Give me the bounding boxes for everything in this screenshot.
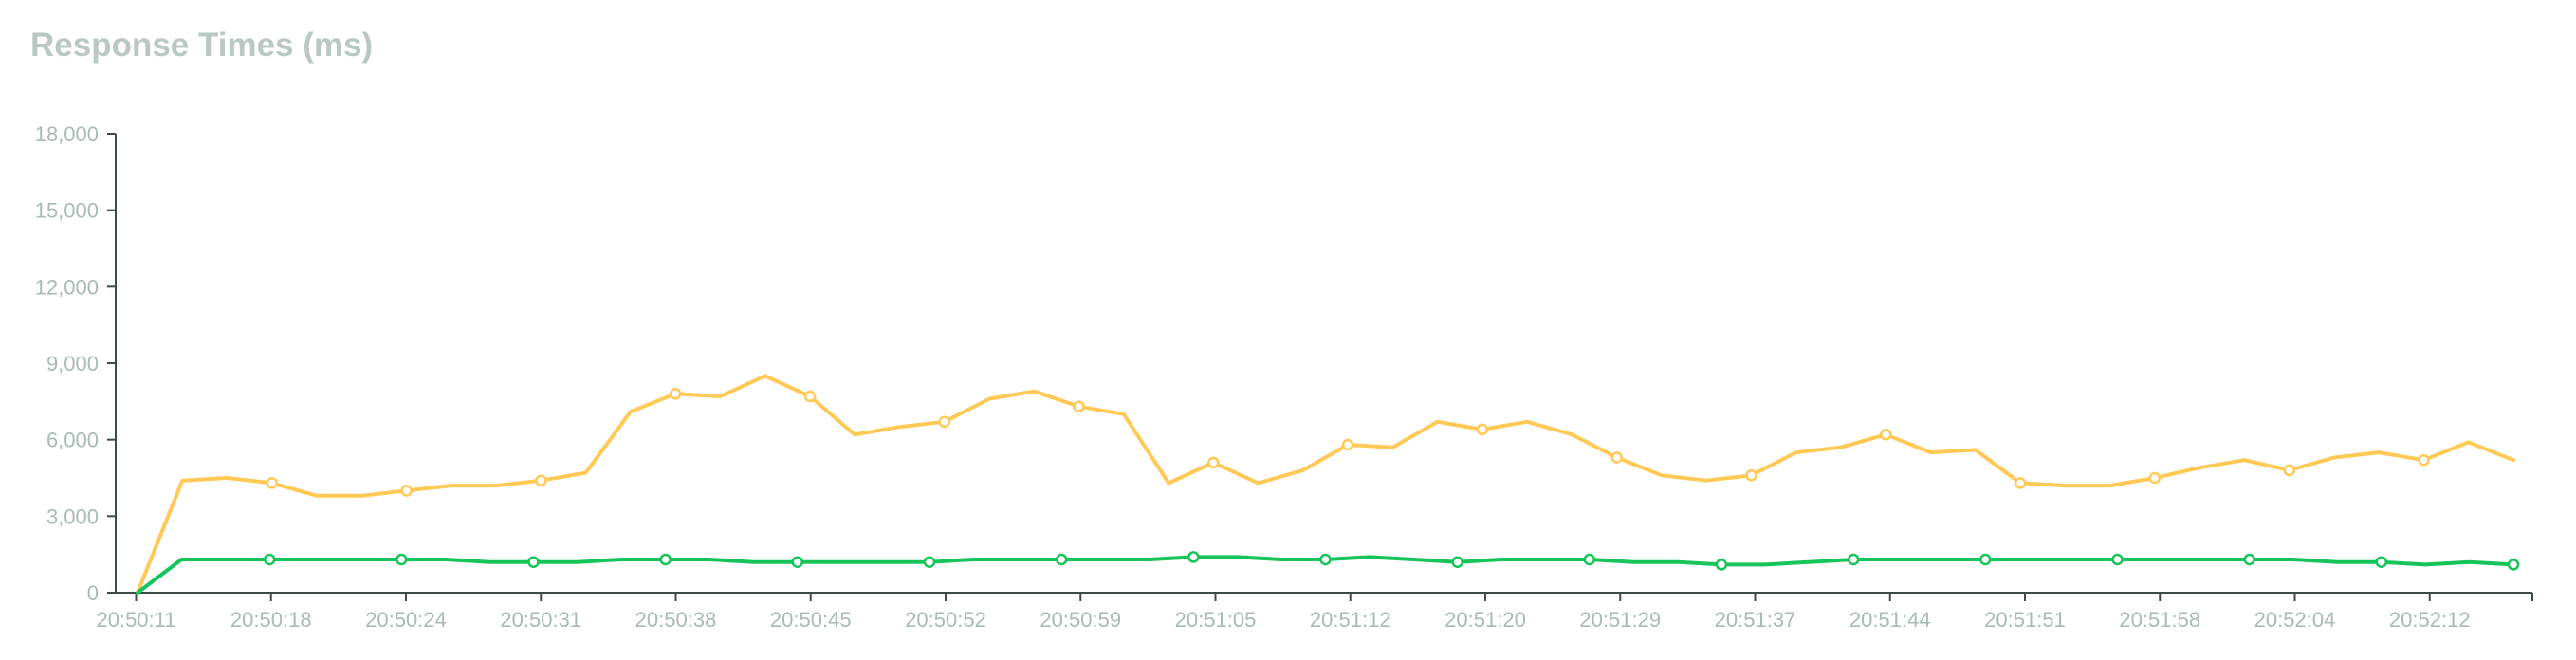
y-tick-label: 9,000 — [46, 352, 99, 376]
y-axis: 0 3,000 6,000 9,000 12,000 15,000 18,000 — [35, 122, 117, 605]
series-1-point — [669, 388, 682, 400]
y-tick-label: 12,000 — [35, 275, 99, 299]
series-2-point — [2375, 556, 2388, 568]
series-1-point — [1207, 456, 1220, 469]
series-1-point — [400, 485, 413, 497]
series-1-point — [1745, 469, 1757, 482]
series-2-point — [2243, 553, 2255, 566]
x-tick-label: 20:51:37 — [1715, 608, 1796, 632]
y-tick-label: 3,000 — [46, 504, 99, 528]
series-1-point — [2014, 477, 2027, 489]
series-2-point — [923, 556, 936, 568]
x-tick-label: 20:51:58 — [2119, 608, 2200, 632]
series-2-point — [1319, 553, 1332, 566]
y-tick-label: 15,000 — [35, 199, 99, 223]
series-2-point — [1055, 553, 1068, 566]
x-tick-label: 20:50:18 — [230, 608, 312, 632]
series-2-point — [1979, 553, 1992, 566]
x-tick-label: 20:51:05 — [1175, 608, 1257, 632]
series-1-point — [2283, 464, 2295, 477]
series-2-point — [2111, 553, 2124, 566]
y-tick-label: 6,000 — [46, 429, 99, 452]
series-2-point — [1847, 553, 1860, 566]
x-tick-label: 20:50:38 — [635, 608, 717, 632]
x-tick-label: 20:50:11 — [96, 608, 175, 632]
series-1-point — [1476, 423, 1489, 436]
y-tick-label: 0 — [87, 581, 99, 605]
x-tick-label: 20:51:51 — [1984, 608, 2066, 632]
x-tick-label: 20:51:44 — [1849, 608, 1931, 632]
series-1-point — [1610, 451, 1623, 464]
series-layer — [136, 374, 2520, 595]
x-tick-label: 20:52:04 — [2254, 608, 2336, 632]
series-2-point — [1187, 551, 1200, 563]
series-2-point — [1583, 553, 1596, 566]
x-tick-label: 20:50:59 — [1040, 608, 1121, 632]
series-1-point — [2418, 453, 2430, 467]
series-1-point — [1341, 438, 1354, 451]
series-1-point — [2148, 471, 2162, 485]
series-1-point — [535, 474, 547, 486]
series-1-point — [266, 477, 279, 489]
series-1-point — [1073, 400, 1085, 412]
x-tick-label: 20:50:24 — [365, 608, 447, 632]
series-1-point — [803, 390, 817, 403]
x-tick-label: 20:50:31 — [500, 608, 581, 632]
y-tick-label: 18,000 — [35, 122, 99, 146]
x-tick-label: 20:51:20 — [1444, 608, 1526, 632]
x-tick-label: 20:52:12 — [2389, 608, 2471, 632]
series-1-point — [1880, 429, 1892, 441]
series-2-point — [263, 553, 276, 566]
x-axis: 20:50:11 20:50:18 20:50:24 20:50:31 20:50:38… — [96, 592, 2533, 632]
series-1-point — [938, 415, 951, 429]
x-tick-label: 20:50:45 — [770, 608, 852, 632]
x-tick-label: 20:51:12 — [1310, 608, 1391, 632]
series-2-point — [396, 553, 408, 566]
series-2-point — [1451, 556, 1463, 568]
series-2-point — [2507, 559, 2520, 571]
series-2-point — [791, 556, 804, 568]
x-tick-label: 20:50:52 — [905, 608, 986, 632]
series-2-point — [659, 553, 672, 566]
series-1-line — [136, 374, 2515, 595]
chart-title: Response Times (ms) — [30, 27, 374, 64]
series-2-point — [527, 556, 540, 568]
series-2-point — [1715, 559, 1728, 571]
x-tick-label: 20:51:29 — [1579, 608, 1661, 632]
